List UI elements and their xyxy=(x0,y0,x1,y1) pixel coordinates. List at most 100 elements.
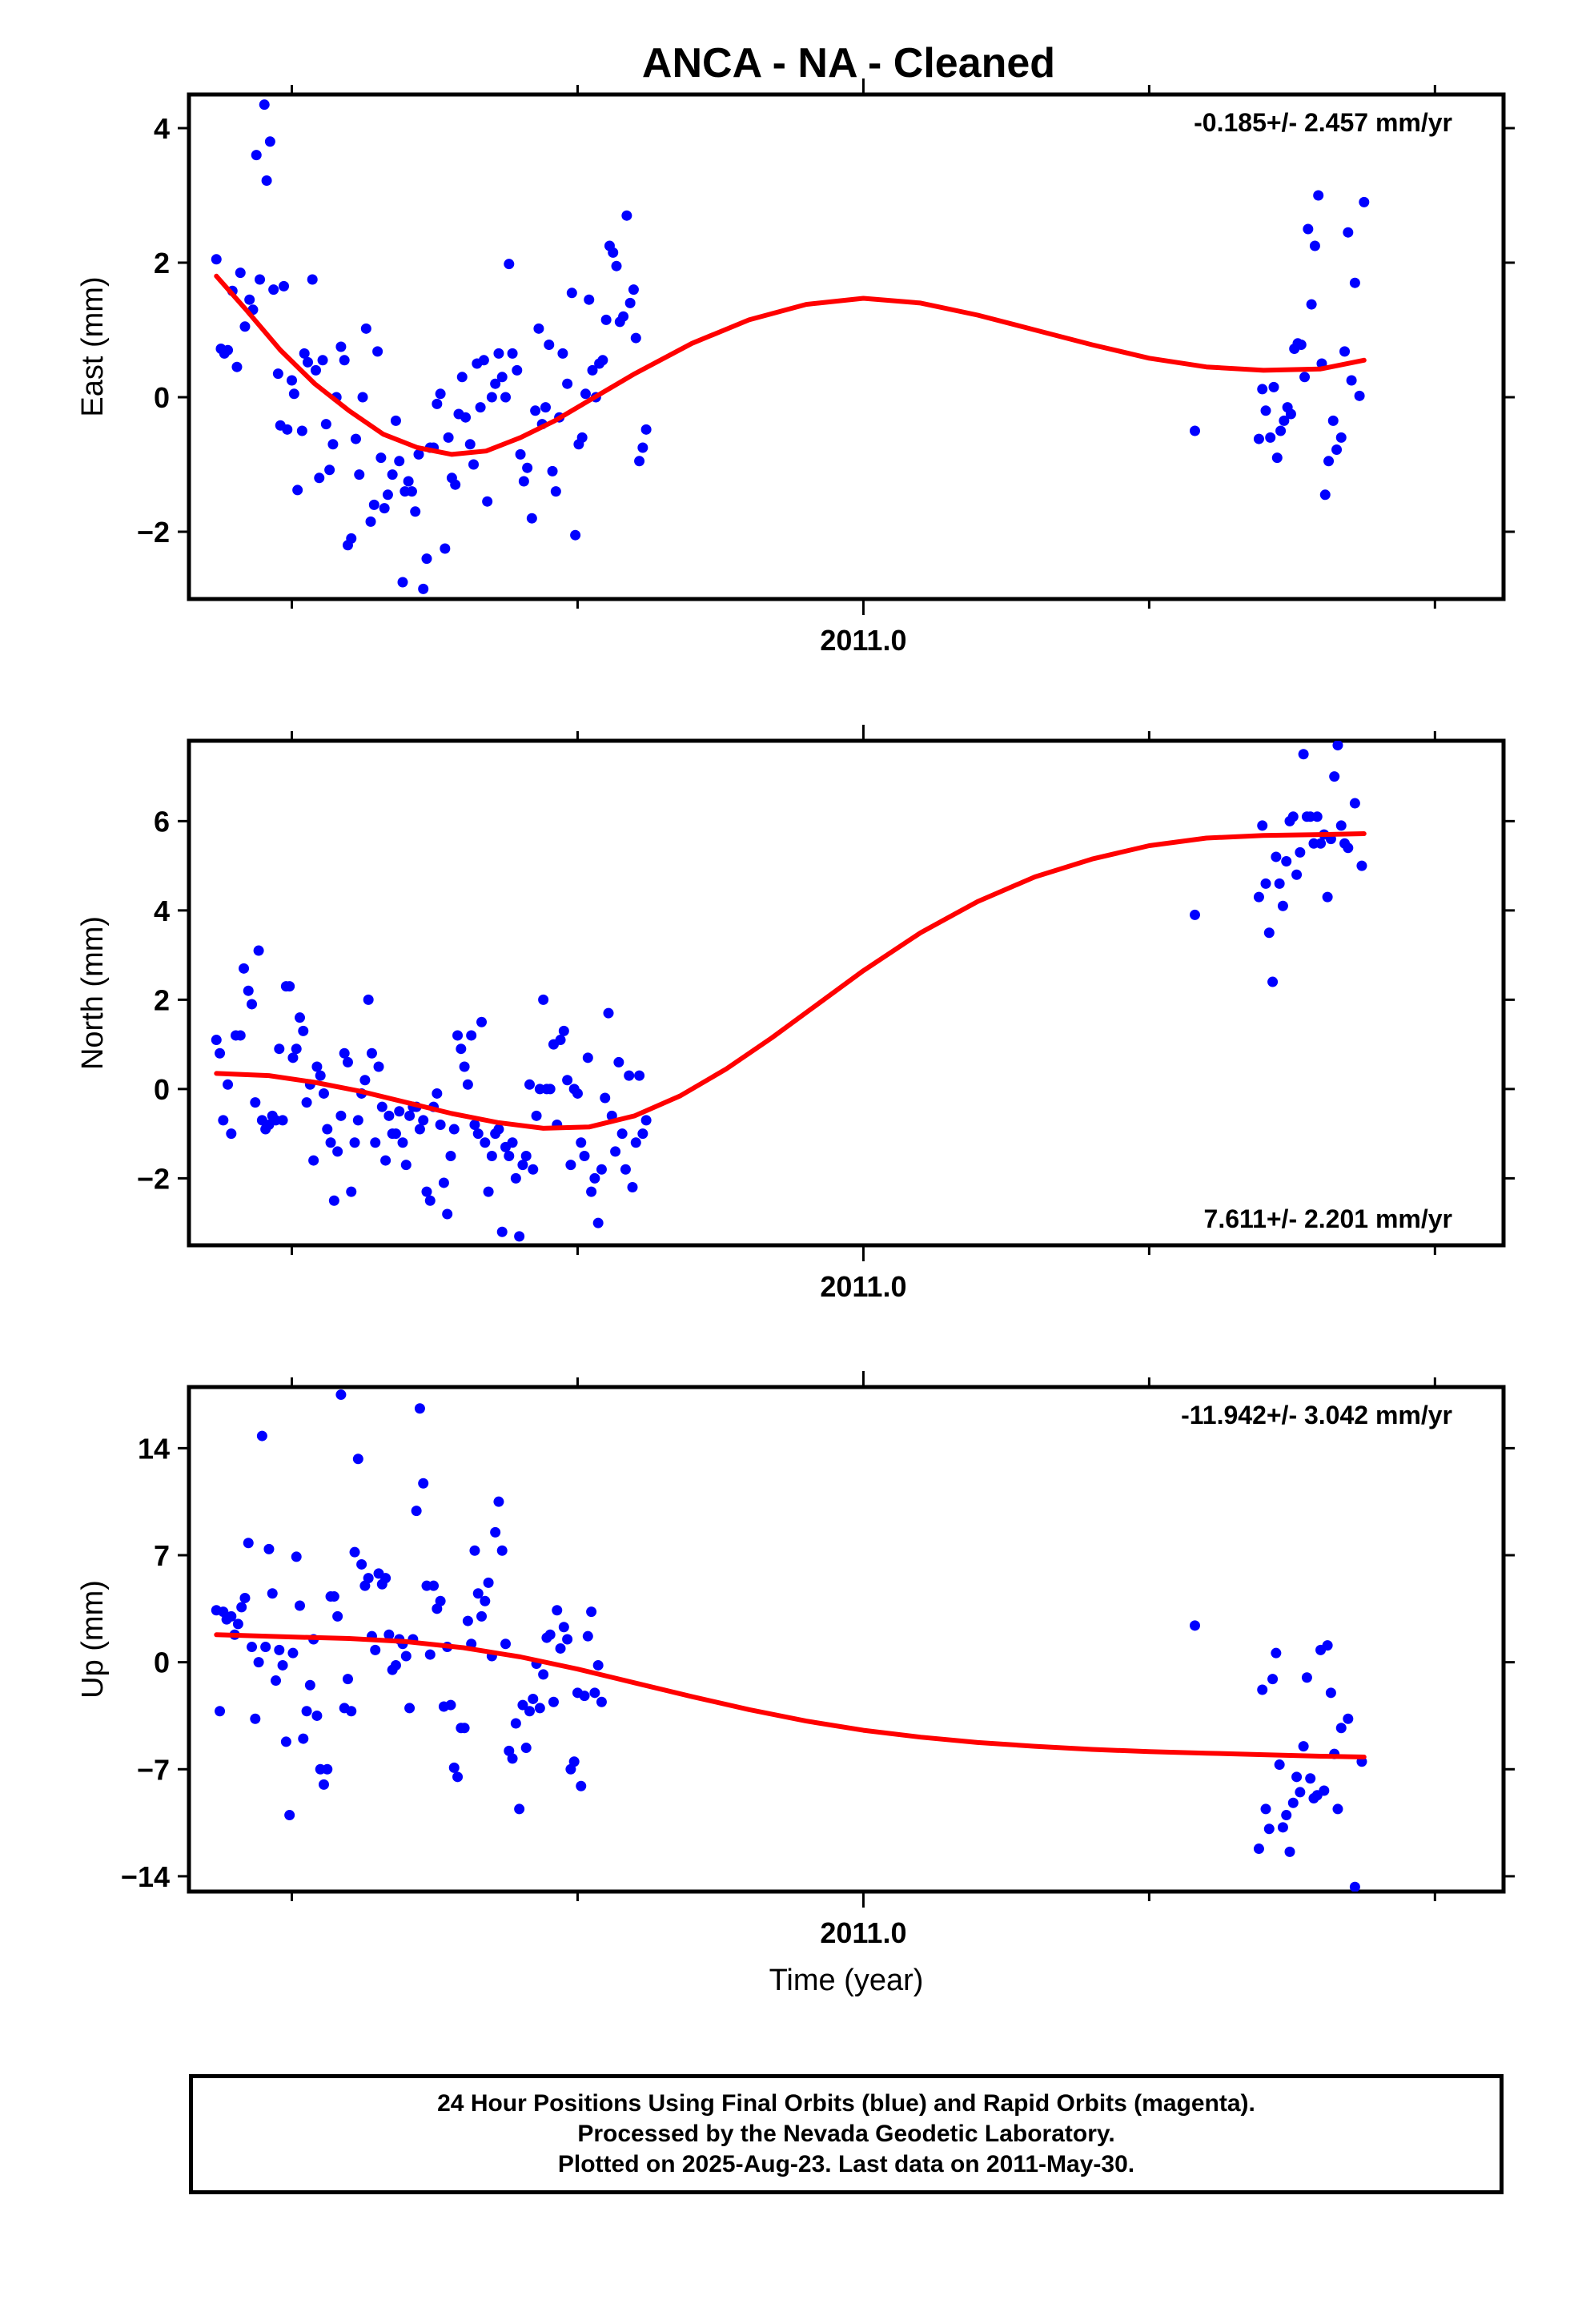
data-point xyxy=(328,1195,339,1206)
north-panel: −2 0 2 4 6 2011.0 North (mm) 7.611+/- 2.201 mm/… xyxy=(76,725,1515,1303)
data-point xyxy=(640,1115,652,1126)
data-point xyxy=(211,1035,222,1046)
data-point xyxy=(1349,1881,1360,1892)
data-point xyxy=(478,355,489,366)
data-point xyxy=(352,1115,363,1126)
data-point xyxy=(1260,1803,1271,1815)
data-point xyxy=(424,1195,436,1206)
data-point xyxy=(570,529,581,541)
data-point xyxy=(1291,869,1303,880)
data-point xyxy=(373,1061,384,1072)
data-point xyxy=(215,1706,226,1717)
data-point xyxy=(390,1659,401,1671)
data-point xyxy=(403,476,414,487)
data-point xyxy=(512,364,523,376)
data-point xyxy=(404,1703,416,1714)
data-point xyxy=(418,583,429,594)
data-point xyxy=(1343,1713,1354,1724)
data-point xyxy=(522,462,533,473)
data-point xyxy=(515,448,526,460)
data-point xyxy=(243,1538,254,1549)
data-point xyxy=(291,1043,302,1055)
data-point xyxy=(277,1659,288,1671)
data-point xyxy=(1279,415,1290,426)
data-point xyxy=(452,1771,464,1783)
data-point xyxy=(507,348,518,359)
y-tick-label: 6 xyxy=(154,805,170,838)
data-point xyxy=(466,1030,477,1041)
data-point xyxy=(544,1084,556,1095)
data-point xyxy=(456,372,468,383)
data-point xyxy=(308,1155,319,1166)
data-point xyxy=(256,1430,267,1441)
data-point xyxy=(510,1172,521,1184)
data-point xyxy=(530,405,541,416)
data-point xyxy=(496,1545,508,1556)
data-point xyxy=(589,1172,600,1184)
data-point xyxy=(630,1137,641,1148)
data-point xyxy=(215,1047,226,1059)
chart-title: ANCA - NA - Cleaned xyxy=(642,40,1055,86)
rate-label: -0.185+/- 2.457 mm/yr xyxy=(1194,108,1452,137)
data-point xyxy=(634,1070,645,1081)
data-point xyxy=(555,1035,566,1046)
data-point xyxy=(383,1110,395,1121)
data-point xyxy=(1323,456,1335,467)
data-point xyxy=(1271,1647,1282,1659)
data-point xyxy=(520,1743,532,1754)
data-point xyxy=(468,459,480,470)
data-point xyxy=(223,344,234,356)
data-point xyxy=(1335,1723,1347,1734)
data-point xyxy=(486,392,497,403)
fit-curve xyxy=(214,273,1367,457)
y-tick-label: −7 xyxy=(137,1753,170,1786)
data-point xyxy=(1343,227,1354,238)
data-point xyxy=(472,1588,484,1599)
data-point xyxy=(301,1706,312,1717)
data-point xyxy=(1301,1672,1312,1683)
x-tick-label: 2011.0 xyxy=(820,1270,906,1303)
data-point xyxy=(1271,851,1282,862)
data-point xyxy=(1253,1844,1264,1855)
data-point xyxy=(462,1615,473,1626)
data-point xyxy=(354,469,365,480)
data-point xyxy=(346,1186,357,1197)
data-point xyxy=(483,1577,494,1588)
data-point xyxy=(634,456,645,467)
data-point xyxy=(394,456,405,467)
data-point xyxy=(597,355,608,366)
data-point xyxy=(1298,1741,1309,1752)
data-point xyxy=(315,1070,326,1081)
data-point xyxy=(1281,1810,1292,1821)
data-point xyxy=(459,1723,470,1734)
rate-label: -11.942+/- 3.042 mm/yr xyxy=(1181,1401,1452,1429)
data-point xyxy=(460,412,472,423)
plot-frame xyxy=(187,92,1506,601)
data-point xyxy=(600,314,612,325)
data-point xyxy=(486,1150,497,1161)
data-point xyxy=(383,1629,395,1640)
data-point xyxy=(640,424,652,435)
fit-curve xyxy=(214,1632,1367,1759)
data-point xyxy=(288,388,299,400)
data-point xyxy=(335,1110,347,1121)
data-point xyxy=(627,1182,638,1193)
data-point xyxy=(482,496,493,507)
data-point xyxy=(1303,223,1314,235)
data-point xyxy=(432,1088,443,1099)
data-point xyxy=(366,1047,377,1059)
y-tick-label: −2 xyxy=(137,516,170,549)
data-point xyxy=(299,348,310,359)
data-point xyxy=(514,1803,525,1815)
data-point xyxy=(349,1546,360,1558)
data-point xyxy=(586,1606,597,1618)
data-point xyxy=(390,1128,401,1140)
data-point xyxy=(418,1115,429,1126)
data-point xyxy=(568,1756,580,1767)
data-point xyxy=(442,1208,453,1220)
up-axis-label: Up (mm) xyxy=(76,1580,110,1699)
data-point xyxy=(1295,846,1306,858)
data-point xyxy=(1311,811,1323,822)
data-point xyxy=(504,1150,515,1161)
data-point xyxy=(379,503,390,514)
